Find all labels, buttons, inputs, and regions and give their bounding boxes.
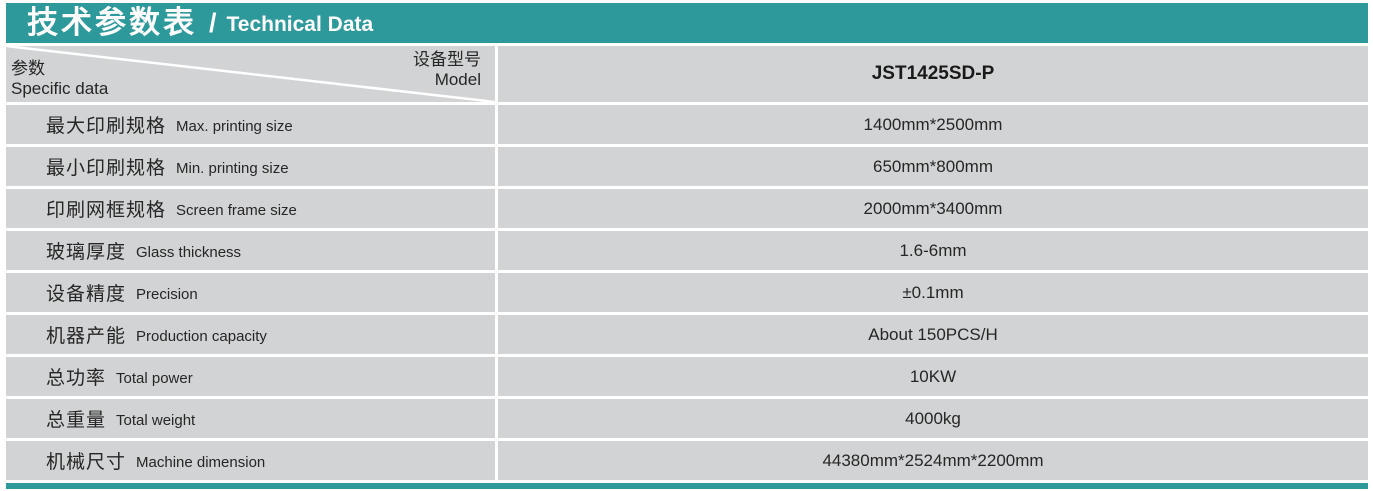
model-value: JST1425SD-P <box>498 46 1368 102</box>
spec-label-en: Min. printing size <box>176 159 289 177</box>
model-header-label: 设备型号 Model <box>413 50 481 90</box>
spec-label-en: Screen frame size <box>176 201 297 219</box>
spec-label-cell: 最大印刷规格 Max. printing size <box>6 105 495 144</box>
spec-label-cn: 总重量 <box>46 410 107 431</box>
spec-label-cell: 总重量 Total weight <box>6 399 495 438</box>
spec-value-cell: 4000kg <box>498 399 1368 438</box>
page-title-cn: 技术参数表 <box>27 4 197 40</box>
spec-label-en: Total power <box>116 369 193 387</box>
spec-label-cell: 最小印刷规格 Min. printing size <box>6 147 495 186</box>
spec-value-cell: About 150PCS/H <box>498 315 1368 354</box>
spec-value-cell: 1.6-6mm <box>498 231 1368 270</box>
spec-label-cn: 最大印刷规格 <box>46 116 167 137</box>
spec-label-cn: 最小印刷规格 <box>46 158 167 179</box>
spec-label-en: Glass thickness <box>136 243 242 261</box>
param-label-cn: 参数 <box>11 59 45 78</box>
table-row: 机器产能 Production capacity About 150PCS/H <box>6 315 1368 354</box>
spec-label-cell: 玻璃厚度 Glass thickness <box>6 231 495 270</box>
model-label-en: Model <box>434 70 481 89</box>
table-header-row: 设备型号 Model 参数 Specific data JST1425SD-P <box>6 46 1368 102</box>
spec-label-en: Machine dimension <box>136 453 266 471</box>
table-row: 玻璃厚度 Glass thickness 1.6-6mm <box>6 231 1368 270</box>
title-separator: / <box>209 7 217 38</box>
spec-label-cell: 机器产能 Production capacity <box>6 315 495 354</box>
diagonal-divider-line <box>6 46 495 102</box>
header-corner-cell: 设备型号 Model 参数 Specific data <box>6 46 495 102</box>
spec-label-cn: 设备精度 <box>46 284 127 305</box>
table-body: 最大印刷规格 Max. printing size 1400mm*2500mm … <box>6 102 1368 480</box>
spec-label-cell: 机械尺寸 Machine dimension <box>6 441 495 480</box>
page-title-en: Technical Data <box>226 13 374 36</box>
spec-label-cell: 总功率 Total power <box>6 357 495 396</box>
spec-table: 设备型号 Model 参数 Specific data JST1425SD-P … <box>6 46 1368 480</box>
spec-label-en: Production capacity <box>136 327 267 345</box>
spec-label-cell: 印刷网框规格 Screen frame size <box>6 189 495 228</box>
spec-value-cell: ±0.1mm <box>498 273 1368 312</box>
spec-label-en: Total weight <box>116 411 196 429</box>
spec-label-en: Max. printing size <box>176 117 293 135</box>
table-row: 最小印刷规格 Min. printing size 650mm*800mm <box>6 147 1368 186</box>
table-row: 机械尺寸 Machine dimension 44380mm*2524mm*22… <box>6 441 1368 480</box>
spec-value-cell: 650mm*800mm <box>498 147 1368 186</box>
spec-label-cn: 机械尺寸 <box>46 452 127 473</box>
table-row: 印刷网框规格 Screen frame size 2000mm*3400mm <box>6 189 1368 228</box>
model-label-cn: 设备型号 <box>413 50 481 69</box>
spec-value-cell: 44380mm*2524mm*2200mm <box>498 441 1368 480</box>
title-band: 技术参数表 / Technical Data <box>6 3 1368 43</box>
spec-label-cn: 总功率 <box>46 368 107 389</box>
table-row: 总重量 Total weight 4000kg <box>6 399 1368 438</box>
table-row: 最大印刷规格 Max. printing size 1400mm*2500mm <box>6 105 1368 144</box>
spec-value-cell: 2000mm*3400mm <box>498 189 1368 228</box>
bottom-accent-band <box>6 483 1368 489</box>
table-row: 总功率 Total power 10KW <box>6 357 1368 396</box>
param-header-label: 参数 Specific data <box>11 59 108 99</box>
spec-value-cell: 1400mm*2500mm <box>498 105 1368 144</box>
spec-label-cn: 印刷网框规格 <box>46 200 167 221</box>
spec-label-cn: 玻璃厚度 <box>46 242 127 263</box>
spec-label-cn: 机器产能 <box>46 326 127 347</box>
spec-value-cell: 10KW <box>498 357 1368 396</box>
param-label-en: Specific data <box>11 79 109 98</box>
spec-label-en: Precision <box>136 285 198 303</box>
spec-label-cell: 设备精度 Precision <box>6 273 495 312</box>
table-row: 设备精度 Precision ±0.1mm <box>6 273 1368 312</box>
